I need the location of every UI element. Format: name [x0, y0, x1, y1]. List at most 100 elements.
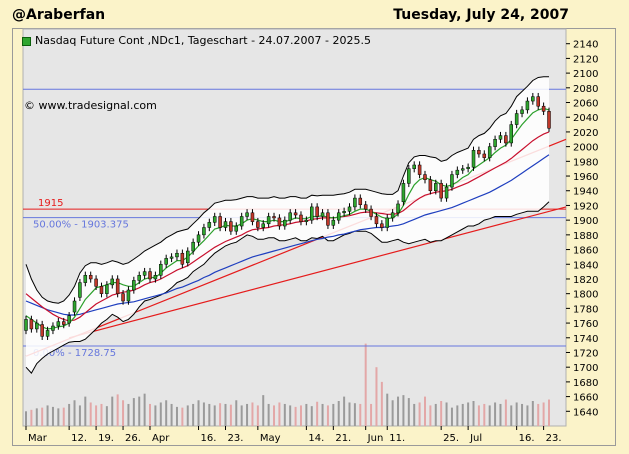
candle-body — [207, 222, 212, 228]
candle-body — [283, 219, 287, 227]
candle-body — [164, 258, 168, 265]
x-tick-label: Jun — [367, 433, 384, 444]
band-lower — [25, 201, 550, 374]
candle-body — [417, 164, 422, 175]
caption-text: Nasdaq Future Cont ,NDc1, Tageschart - 2… — [35, 34, 371, 47]
y-tick-label: 2080 — [573, 84, 598, 95]
legend-swatch-icon — [22, 36, 31, 46]
candle-body — [444, 186, 449, 199]
candle-body — [239, 216, 244, 227]
candle-body — [353, 197, 357, 208]
candle-body — [401, 183, 406, 203]
candle-body — [487, 146, 492, 158]
y-tick-label: 1740 — [573, 334, 598, 345]
x-tick-label: Apr — [152, 433, 170, 444]
candle-body — [99, 286, 104, 294]
candle-body — [223, 221, 228, 228]
band-fill — [26, 76, 549, 374]
band-upper — [25, 76, 549, 304]
candle-body — [471, 150, 476, 168]
candle-body — [396, 203, 400, 214]
hline-label: 0.00% - 1728.75 — [33, 348, 116, 359]
candle-body — [83, 275, 88, 283]
x-tick-label: 14. — [308, 433, 324, 444]
candle-body — [320, 212, 325, 217]
x-tick-label: 12. — [71, 433, 87, 444]
x-tick-label: 16. — [519, 433, 535, 444]
candle-body — [525, 100, 530, 111]
candle-body — [218, 216, 222, 228]
x-tick-label: Mar — [28, 433, 48, 444]
volume-bars — [25, 343, 550, 426]
candle-body — [310, 206, 314, 221]
candle-body — [390, 212, 395, 219]
candle-body — [256, 221, 260, 228]
x-tick-label: 21. — [335, 433, 351, 444]
candle-body — [180, 252, 185, 265]
candle-body — [88, 275, 93, 280]
candle-body — [56, 321, 61, 327]
candle-body — [250, 212, 255, 222]
candle-body — [110, 278, 115, 286]
y-tick-label: 2140 — [573, 40, 598, 51]
ma-mid — [25, 131, 550, 322]
candle-body — [196, 234, 201, 243]
candle-body — [450, 174, 454, 188]
candle-body — [105, 284, 109, 294]
candle-body — [67, 315, 71, 324]
hline-label: 50.00% - 1903.375 — [33, 220, 129, 231]
candle-body — [40, 324, 44, 337]
candle-body — [132, 280, 136, 291]
candle-body — [536, 96, 540, 107]
y-tick-label: 1960 — [573, 172, 598, 183]
y-tick-label: 2020 — [573, 128, 598, 139]
candle-body — [326, 212, 330, 226]
candle-body — [293, 212, 298, 216]
candle-body — [541, 105, 546, 112]
trendline — [68, 206, 567, 339]
candle-body — [266, 216, 271, 225]
candle-body — [94, 278, 98, 287]
y-tick-label: 1640 — [573, 407, 598, 418]
candle-body — [137, 275, 141, 281]
x-tick-label: 23. — [546, 433, 562, 444]
candle-body — [347, 206, 352, 212]
candle-body — [547, 111, 551, 129]
y-tick-label: 1980 — [573, 157, 598, 168]
candle-body — [45, 330, 50, 337]
y-tick-label: 2120 — [573, 54, 598, 65]
candle-body — [51, 325, 55, 331]
bollinger-bands — [25, 76, 550, 374]
x-tick-label: 26. — [125, 433, 141, 444]
ma-slow — [25, 154, 550, 316]
candle-body — [374, 216, 379, 225]
candle-body — [299, 214, 303, 222]
candle-body — [477, 150, 481, 155]
candle-body — [277, 217, 282, 227]
candle-body — [434, 183, 438, 191]
candle-body — [358, 197, 363, 205]
candle-body — [72, 300, 77, 313]
x-tick-label: Jul — [469, 433, 482, 444]
candle-body — [428, 179, 433, 191]
candle-body — [369, 208, 373, 217]
y-tick-label: 2100 — [573, 69, 598, 80]
x-axis: Mar 12. 19. 26. Apr 16. 23. May 14. 21. Jun 11. 25. J… — [25, 426, 562, 444]
y-tick-label: 2000 — [573, 143, 598, 154]
candle-body — [229, 221, 233, 232]
candle-body — [331, 219, 336, 226]
candle-body — [423, 174, 427, 180]
x-tick-label: May — [260, 433, 281, 444]
candle-body — [115, 278, 120, 294]
candle-body — [61, 321, 66, 325]
y-tick-label: 2060 — [573, 99, 598, 110]
candle-body — [509, 124, 514, 144]
candle-body — [504, 135, 508, 144]
copyright-text: © www.tradesignal.com — [24, 99, 157, 112]
y-tick-label: 1820 — [573, 275, 598, 286]
candle-body — [412, 164, 416, 169]
candle-body — [514, 113, 519, 125]
candle-body — [315, 206, 319, 217]
candle-body — [234, 225, 239, 232]
y-tick-label: 1840 — [573, 260, 598, 271]
